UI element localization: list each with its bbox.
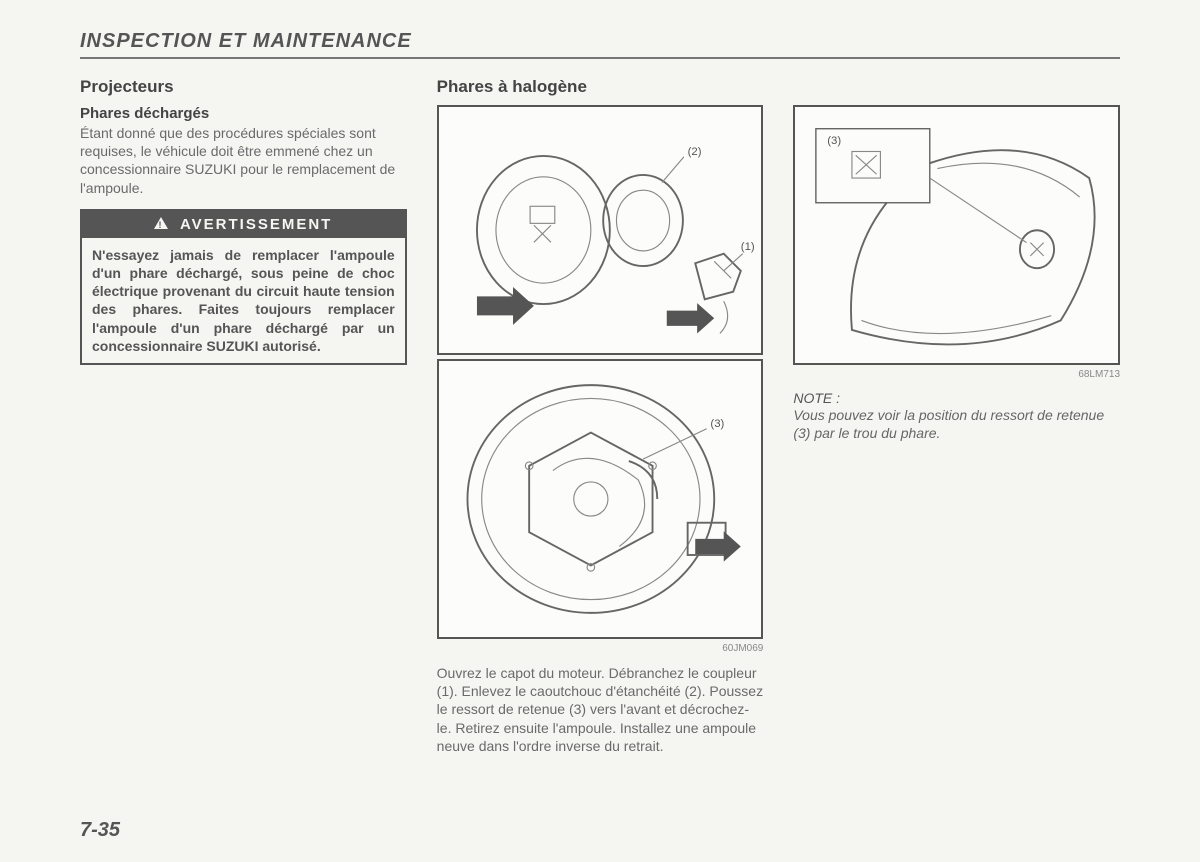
col2-paragraph: Ouvrez le capot du moteur. Débranchez le… [437, 664, 764, 755]
warning-title: AVERTISSEMENT [180, 216, 332, 233]
warning-triangle-icon: ! [154, 216, 168, 233]
figure-halogen-bottom: (3) [437, 359, 764, 639]
callout-3a: (3) [710, 418, 724, 430]
fig-code-col2: 60JM069 [437, 643, 764, 654]
page-number: 7-35 [80, 819, 120, 842]
callout-1: (1) [740, 241, 754, 253]
section-title: INSPECTION ET MAINTENANCE [80, 30, 1120, 59]
svg-text:!: ! [159, 220, 164, 229]
content-columns: Projecteurs Phares déchargés Étant donné… [80, 77, 1120, 767]
column-2: Phares à halogène [437, 77, 764, 767]
column-3: (3) 68LM713 NOTE : Vous pouvez voir la p… [793, 77, 1120, 767]
note-text: Vous pouvez voir la position du ressort … [793, 406, 1120, 442]
warning-body: N'essayez jamais de remplacer l'ampoule … [82, 238, 405, 363]
callout-2: (2) [687, 146, 701, 158]
figure-spring-view: (3) [793, 105, 1120, 365]
warning-box: ! AVERTISSEMENT N'essayez jamais de remp… [80, 209, 407, 365]
col2-heading: Phares à halogène [437, 77, 764, 97]
col1-paragraph: Étant donné que des procédures spéciales… [80, 124, 407, 197]
column-1: Projecteurs Phares déchargés Étant donné… [80, 77, 407, 767]
note-label: NOTE : [793, 390, 1120, 406]
fig-code-col3: 68LM713 [793, 369, 1120, 380]
callout-3b: (3) [828, 135, 842, 147]
warning-header: ! AVERTISSEMENT [82, 211, 405, 238]
figure-halogen-top: (2) (1) [437, 105, 764, 355]
col1-subheading: Phares déchargés [80, 105, 407, 122]
col1-heading: Projecteurs [80, 77, 407, 97]
